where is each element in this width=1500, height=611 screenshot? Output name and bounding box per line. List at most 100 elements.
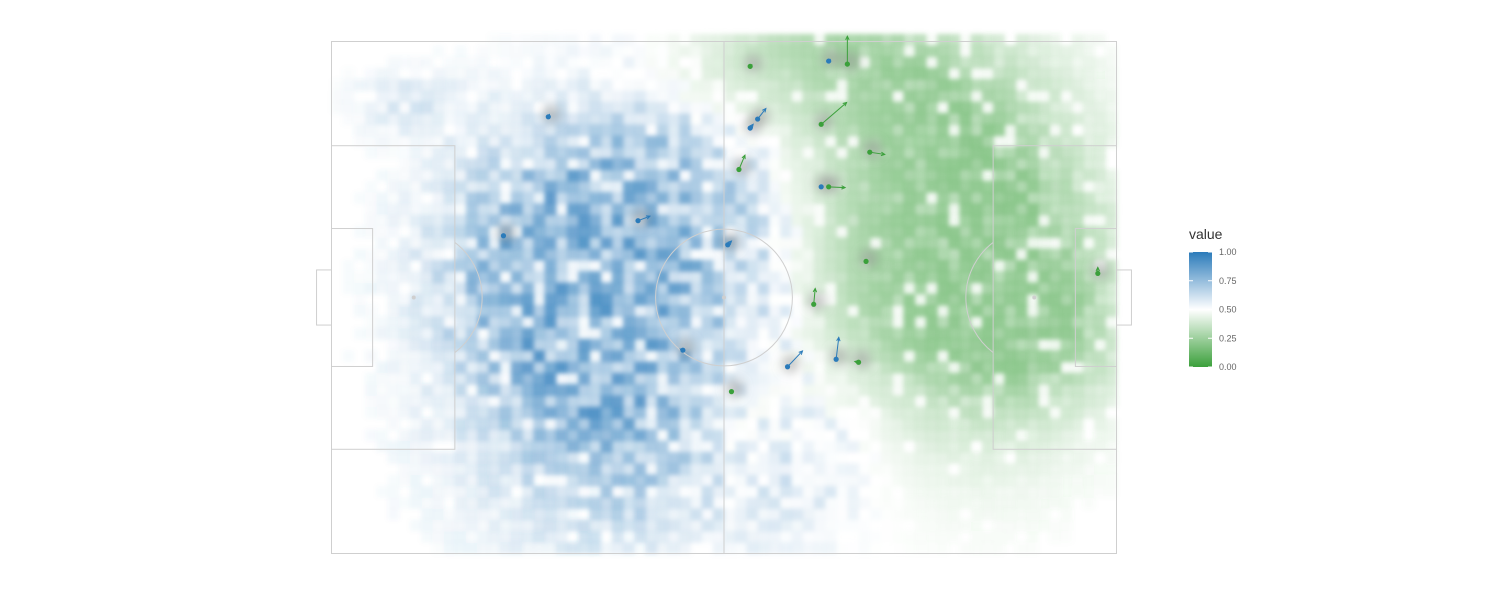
- heatmap-cell: [690, 214, 703, 227]
- heatmap-cell: [701, 79, 714, 92]
- heatmap-cell: [824, 135, 837, 148]
- heatmap-cell: [611, 350, 624, 363]
- heatmap-cell: [1094, 67, 1106, 80]
- heatmap-cell: [1105, 203, 1118, 216]
- heatmap-cell: [567, 384, 579, 396]
- heatmap-cell: [914, 497, 927, 509]
- heatmap-cell: [376, 147, 388, 159]
- heatmap-cell: [970, 451, 983, 464]
- heatmap-cell: [701, 146, 714, 159]
- heatmap-cell: [1105, 135, 1118, 148]
- heatmap-cell: [387, 169, 400, 182]
- heatmap-cell: [847, 293, 860, 306]
- heatmap-cell: [454, 259, 467, 272]
- heatmap-cell: [600, 338, 613, 351]
- heatmap-cell: [892, 350, 905, 363]
- heatmap-cell: [970, 282, 983, 295]
- heatmap-cell: [466, 237, 478, 250]
- heatmap-cell: [331, 101, 344, 114]
- heatmap-cell: [398, 237, 411, 250]
- heatmap-cell: [410, 417, 422, 430]
- heatmap-cell: [937, 305, 949, 317]
- heatmap-cell: [791, 56, 804, 69]
- heatmap-cell: [959, 237, 972, 250]
- heatmap-cell: [768, 67, 781, 80]
- heatmap-cell: [937, 225, 949, 238]
- heatmap-cell: [881, 79, 893, 92]
- heatmap-cell: [555, 338, 568, 351]
- heatmap-cell: [578, 530, 591, 543]
- heatmap-cell: [690, 406, 703, 419]
- heatmap-cell: [522, 508, 534, 521]
- heatmap-cell: [589, 338, 602, 351]
- heatmap-cell: [421, 101, 434, 114]
- heatmap-cell: [701, 463, 714, 476]
- heatmap-cell: [813, 192, 826, 204]
- heatmap-cell: [488, 169, 501, 182]
- heatmap-cell: [1060, 90, 1072, 102]
- heatmap-cell: [421, 338, 434, 351]
- heatmap-cell: [466, 271, 478, 284]
- heatmap-cell: [410, 316, 422, 329]
- heatmap-cell: [578, 203, 591, 216]
- heatmap-cell: [645, 406, 658, 419]
- heatmap-cell: [578, 417, 591, 430]
- heatmap-cell: [869, 530, 882, 543]
- heatmap-cell: [1071, 474, 1084, 487]
- heatmap-cell: [724, 293, 736, 306]
- heatmap-cell: [645, 146, 658, 159]
- heatmap-cell: [354, 192, 366, 204]
- heatmap-cell: [914, 282, 927, 295]
- legend-colorbar: [1189, 252, 1212, 367]
- heatmap-cell: [712, 406, 725, 419]
- heatmap-cell: [768, 113, 781, 125]
- heatmap-cell: [645, 259, 658, 272]
- heatmap-cell: [780, 485, 792, 498]
- heatmap-cell: [432, 158, 445, 171]
- heatmap-cell: [757, 485, 770, 498]
- heatmap-cell: [701, 305, 714, 317]
- heatmap-cell: [1094, 339, 1106, 351]
- player-dot: [826, 184, 832, 190]
- heatmap-cell: [1026, 519, 1039, 532]
- heatmap-cell: [712, 384, 725, 396]
- heatmap-cell: [365, 372, 377, 385]
- heatmap-cell: [892, 463, 905, 476]
- heatmap-cell: [724, 497, 736, 509]
- player-home: [818, 184, 824, 190]
- velocity-arrow: [787, 350, 803, 368]
- heatmap-cell: [1004, 45, 1017, 58]
- heatmap-cell: [634, 429, 647, 442]
- heatmap-cell: [544, 384, 557, 396]
- heatmap-cell: [746, 338, 759, 351]
- heatmap-cell: [937, 395, 949, 408]
- heatmap-cell: [499, 350, 512, 363]
- heatmap-cell: [1026, 440, 1039, 453]
- heatmap-cell: [701, 248, 714, 261]
- heatmap-cell: [780, 497, 792, 509]
- heatmap-cell: [578, 169, 591, 182]
- heatmap-cell: [454, 282, 467, 295]
- heatmap-cell: [365, 407, 377, 419]
- heatmap-cell: [1015, 248, 1028, 261]
- heatmap-cell: [746, 192, 759, 204]
- heatmap-cell: [981, 384, 994, 396]
- heatmap-cell: [824, 214, 837, 227]
- heatmap-cell: [1071, 169, 1084, 182]
- heatmap-cell: [656, 146, 669, 159]
- heatmap-cell: [578, 395, 591, 408]
- heatmap-cell: [724, 530, 736, 543]
- heatmap-cell: [813, 158, 826, 171]
- heatmap-cell: [645, 225, 658, 238]
- heatmap-cell: [813, 463, 826, 476]
- heatmap-cell: [1026, 237, 1039, 250]
- heatmap-cell: [421, 485, 434, 498]
- heatmap-cell: [768, 203, 781, 216]
- heatmap-cell: [544, 305, 557, 317]
- heatmap-cell: [959, 146, 972, 159]
- heatmap-cell: [578, 282, 591, 295]
- heatmap-cell: [1082, 33, 1095, 46]
- heatmap-cell: [454, 530, 467, 543]
- heatmap-cell: [466, 316, 478, 329]
- velocity-arrowhead: [798, 350, 804, 355]
